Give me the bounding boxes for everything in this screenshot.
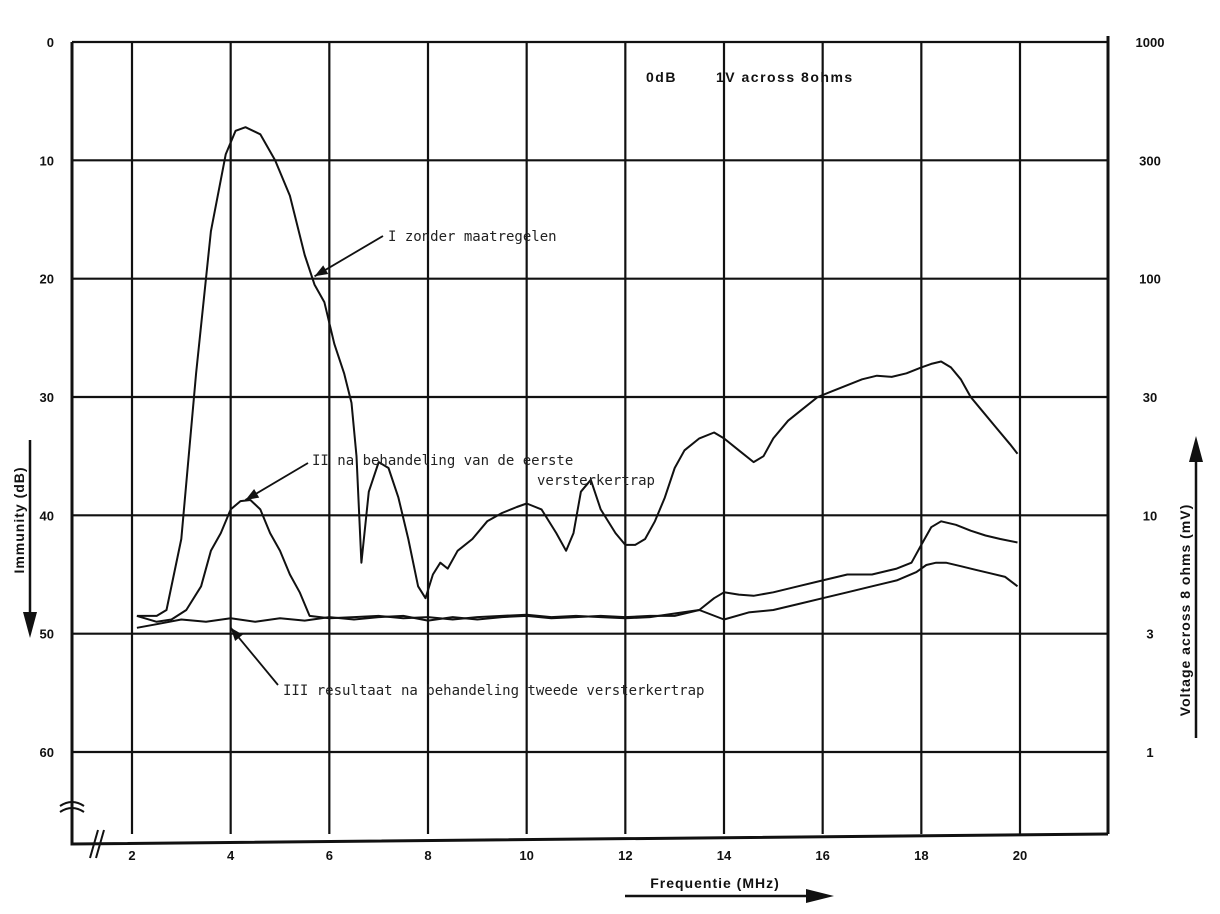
y-axis-break [59, 801, 85, 813]
y-tick-label: 40 [40, 508, 54, 523]
annotation-leader [314, 235, 384, 278]
y-tick-label: 20 [40, 272, 54, 287]
y2-axis-arrowhead [1189, 436, 1203, 462]
x-tick-label: 18 [914, 848, 928, 863]
x-tick-label: 16 [815, 848, 829, 863]
series-line-1 [136, 126, 1019, 617]
x-axis-break [89, 829, 105, 859]
series-line-2 [136, 499, 1019, 623]
x-tick-label: 14 [717, 848, 732, 863]
annotation-arrowhead [230, 627, 243, 641]
y2-axis-label: Voltage across 8 ohms (mV) [1177, 504, 1193, 716]
y2-tick-label: 1000 [1136, 35, 1165, 50]
annotations: I zonder maatregelen II na behandeling va… [229, 229, 704, 699]
x-tick-label: 20 [1013, 848, 1027, 863]
annotation-label: I zonder maatregelen [388, 229, 557, 245]
y-axis-label: Immunity (dB) [11, 466, 27, 573]
annotation-label: III resultaat na behandeling tweede vers… [283, 683, 704, 699]
x-tick-label: 6 [326, 848, 333, 863]
annotation-arrowhead [245, 489, 260, 500]
grid [72, 40, 1108, 834]
y-axis-arrowhead [23, 612, 37, 638]
x-axis-arrowhead [806, 889, 834, 903]
y-tick-labels: 0 10 20 30 40 50 60 [40, 35, 54, 760]
x-axis-label: Frequentie (MHz) [650, 875, 780, 891]
x-tick-label: 8 [424, 848, 431, 863]
note-right: 1V across 8ohms [716, 69, 854, 85]
x-tick-label: 2 [128, 848, 135, 863]
y-tick-label: 10 [40, 153, 54, 168]
annotation-arrowhead [314, 265, 329, 277]
x-tick-label: 4 [227, 848, 235, 863]
y2-tick-label: 10 [1143, 508, 1157, 523]
note-left: 0dB [646, 69, 677, 85]
plot-frame [70, 36, 1110, 846]
y2-tick-label: 30 [1143, 390, 1157, 405]
x-tick-label: 12 [618, 848, 632, 863]
y2-tick-label: 3 [1146, 627, 1153, 642]
frame-left-bottom [70, 42, 1109, 846]
y-tick-label: 50 [40, 627, 54, 642]
y2-tick-label: 100 [1139, 272, 1161, 287]
y-tick-label: 30 [40, 390, 54, 405]
y-tick-label: 0 [47, 35, 54, 50]
series [136, 126, 1019, 629]
x-tick-labels: 2 4 6 8 10 12 14 16 18 20 [128, 848, 1027, 863]
y2-tick-label: 1 [1146, 745, 1153, 760]
y2-tick-label: 300 [1139, 153, 1161, 168]
x-tick-label: 10 [519, 848, 533, 863]
series-line-3 [136, 520, 1018, 629]
y2-tick-labels: 1000 300 100 30 10 3 1 [1136, 35, 1165, 760]
y-tick-label: 60 [40, 745, 54, 760]
annotation-label: II na behandeling van de eerste versterke… [312, 453, 655, 489]
